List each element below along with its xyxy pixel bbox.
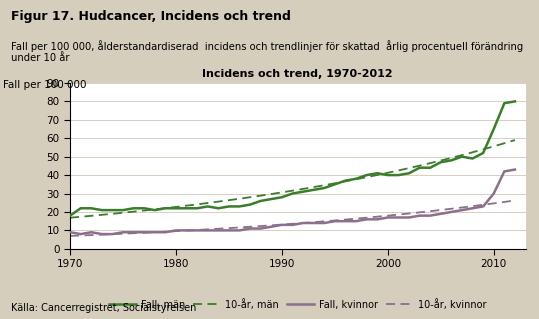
Text: Fall per 100 000, ålderstandardiserad  incidens och trendlinjer för skattad  årl: Fall per 100 000, ålderstandardiserad in…: [11, 40, 523, 63]
Title: Incidens och trend, 1970-2012: Incidens och trend, 1970-2012: [203, 70, 393, 79]
Text: Källa: Cancerregistret, Socialstyrelsen: Källa: Cancerregistret, Socialstyrelsen: [11, 303, 196, 313]
Text: Fall per 100 000: Fall per 100 000: [3, 79, 86, 90]
Text: Figur 17. Hudcancer, Incidens och trend: Figur 17. Hudcancer, Incidens och trend: [11, 10, 291, 23]
Legend: Fall, män, 10-år, män, Fall, kvinnor, 10-år, kvinnor: Fall, män, 10-år, män, Fall, kvinnor, 10…: [105, 295, 490, 314]
